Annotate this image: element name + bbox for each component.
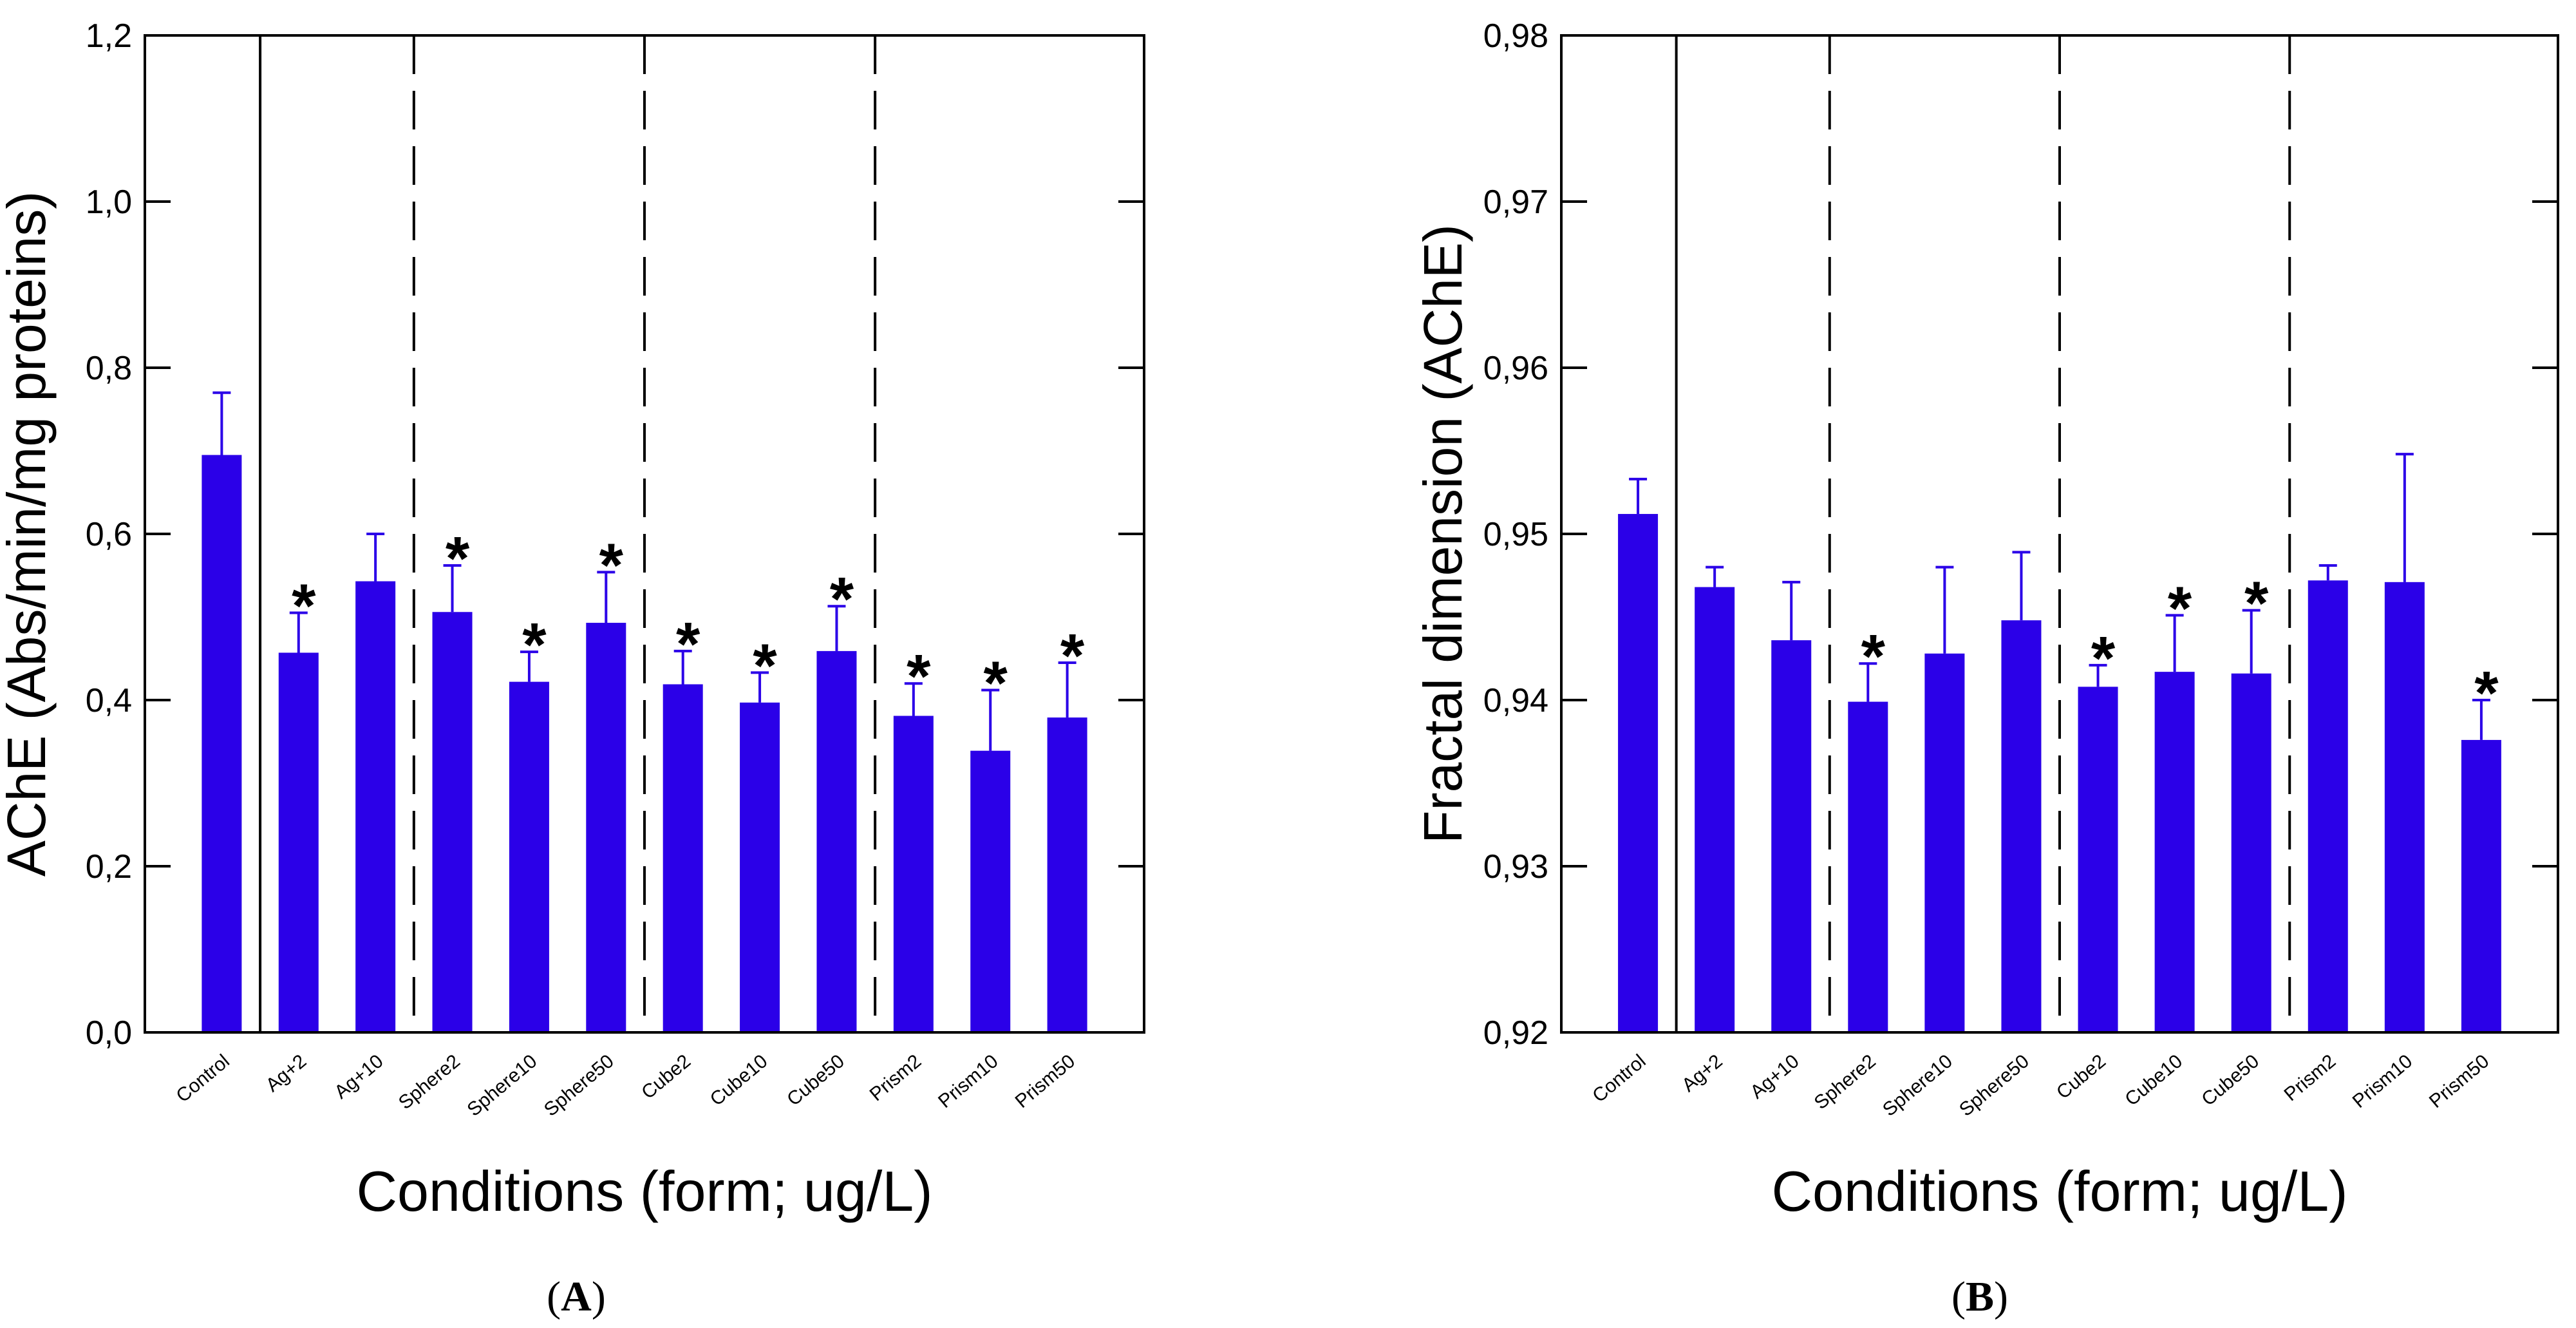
x-axis-label: Conditions (form; ug/L) [1771, 1159, 2347, 1223]
x-tick-label: Ag+10 [1746, 1050, 1803, 1103]
bar [1848, 701, 1888, 1032]
bar [202, 455, 242, 1032]
significance-marker: * [830, 565, 854, 634]
bar [970, 750, 1011, 1032]
plot-frame [144, 34, 1145, 1034]
x-tick-label: Sphere2 [1810, 1050, 1880, 1114]
bar [2078, 687, 2118, 1032]
y-tick-label: 1,2 [86, 17, 132, 55]
x-tick-label: Prism10 [2349, 1050, 2417, 1112]
bar [432, 612, 473, 1032]
bar [663, 684, 703, 1032]
x-tick-label: Control [1588, 1050, 1650, 1106]
x-tick-label: Ag+2 [1678, 1050, 1727, 1096]
panel-caption-part: ( [1951, 1273, 1966, 1320]
y-tick-label: 0,95 [1483, 516, 1548, 553]
bar [1618, 514, 1659, 1032]
y-tick-label: 1,0 [86, 184, 132, 221]
x-tick-label: Cube10 [2121, 1050, 2186, 1110]
x-tick-label: Sphere50 [540, 1050, 618, 1121]
x-tick-label: Prism50 [2425, 1050, 2494, 1112]
y-tick-label: 0,97 [1483, 184, 1548, 221]
bar [1924, 653, 1965, 1032]
y-tick-label: 0,0 [86, 1014, 132, 1052]
x-tick-label: Sphere10 [1879, 1050, 1957, 1121]
significance-marker: * [1861, 622, 1886, 691]
y-tick-label: 0,4 [86, 682, 132, 719]
x-tick-label: Sphere10 [464, 1050, 541, 1121]
panel-caption-part: A [561, 1273, 592, 1320]
y-tick-label: 0,93 [1483, 848, 1548, 886]
x-tick-label: Prism10 [934, 1050, 1002, 1112]
x-tick-label: Cube50 [783, 1050, 849, 1110]
x-tick-label: Ag+2 [262, 1050, 311, 1096]
panel-caption-part: ) [592, 1273, 606, 1320]
panel-caption: (B) [1951, 1273, 2008, 1320]
bar [2154, 672, 2195, 1032]
bar [1771, 640, 1812, 1032]
significance-marker: * [984, 649, 1008, 718]
panel-caption-part: ) [1994, 1273, 2008, 1320]
significance-marker: * [522, 611, 547, 679]
x-tick-label: Prism50 [1011, 1050, 1080, 1112]
bar [2231, 673, 2271, 1032]
significance-marker: * [753, 631, 777, 700]
x-tick-label: Control [173, 1050, 234, 1106]
bar [2384, 582, 2425, 1032]
bar [893, 716, 934, 1032]
y-tick-label: 0,92 [1483, 1014, 1548, 1052]
significance-marker: * [2474, 659, 2499, 728]
significance-marker: * [2168, 574, 2192, 643]
bar [2461, 739, 2501, 1032]
x-tick-label: Cube10 [706, 1050, 772, 1110]
bar [1695, 587, 1735, 1032]
significance-marker: * [676, 610, 700, 679]
significance-marker: * [2244, 569, 2269, 638]
y-tick-label: 0,98 [1483, 17, 1548, 55]
significance-marker: * [2091, 624, 2116, 693]
bar [2308, 580, 2348, 1032]
panel-caption: (A) [547, 1273, 606, 1320]
bar [355, 581, 396, 1032]
plot-frame [1560, 34, 2559, 1034]
panel-a: 0,0 0,2 0,4 0,6 0,8 1,0 1,2 Control * Ag+2 Ag+10 * S… [0, 17, 1145, 1320]
bar [816, 650, 857, 1032]
x-tick-label: Sphere2 [395, 1050, 464, 1114]
bar [509, 681, 549, 1032]
x-tick-label: Cube50 [2197, 1050, 2263, 1110]
x-tick-label: Prism2 [2280, 1050, 2340, 1105]
y-tick-label: 0,96 [1483, 350, 1548, 387]
significance-marker: * [1060, 621, 1085, 690]
x-tick-label: Cube2 [2053, 1050, 2110, 1103]
significance-marker: * [446, 524, 470, 593]
bar [2001, 620, 2042, 1032]
y-tick-label: 0,6 [86, 516, 132, 553]
significance-marker: * [599, 531, 624, 600]
bar [1047, 717, 1087, 1032]
y-tick-label: 0,94 [1483, 682, 1548, 719]
significance-marker: * [907, 642, 931, 711]
panel-caption-part: ( [547, 1273, 561, 1320]
y-axis-label: Fractal dimension (AChE) [1413, 224, 1473, 844]
bar [740, 702, 780, 1032]
x-tick-label: Cube2 [637, 1050, 695, 1103]
bar [278, 652, 319, 1032]
x-tick-label: Ag+10 [330, 1050, 387, 1103]
x-axis-label: Conditions (form; ug/L) [356, 1159, 932, 1223]
y-axis-label: AChE (Abs/min/mg proteins) [0, 191, 57, 877]
significance-marker: * [292, 572, 316, 641]
x-tick-label: Sphere50 [1955, 1050, 2033, 1121]
x-tick-label: Prism2 [866, 1050, 926, 1105]
bar [586, 623, 626, 1032]
y-tick-label: 0,8 [86, 350, 132, 387]
y-tick-label: 0,2 [86, 848, 132, 886]
panel-caption-part: B [1966, 1273, 1994, 1320]
panel-b: 0,92 0,93 0,94 0,95 0,96 0,97 0,98 Control Ag+2 A… [1413, 17, 2559, 1320]
